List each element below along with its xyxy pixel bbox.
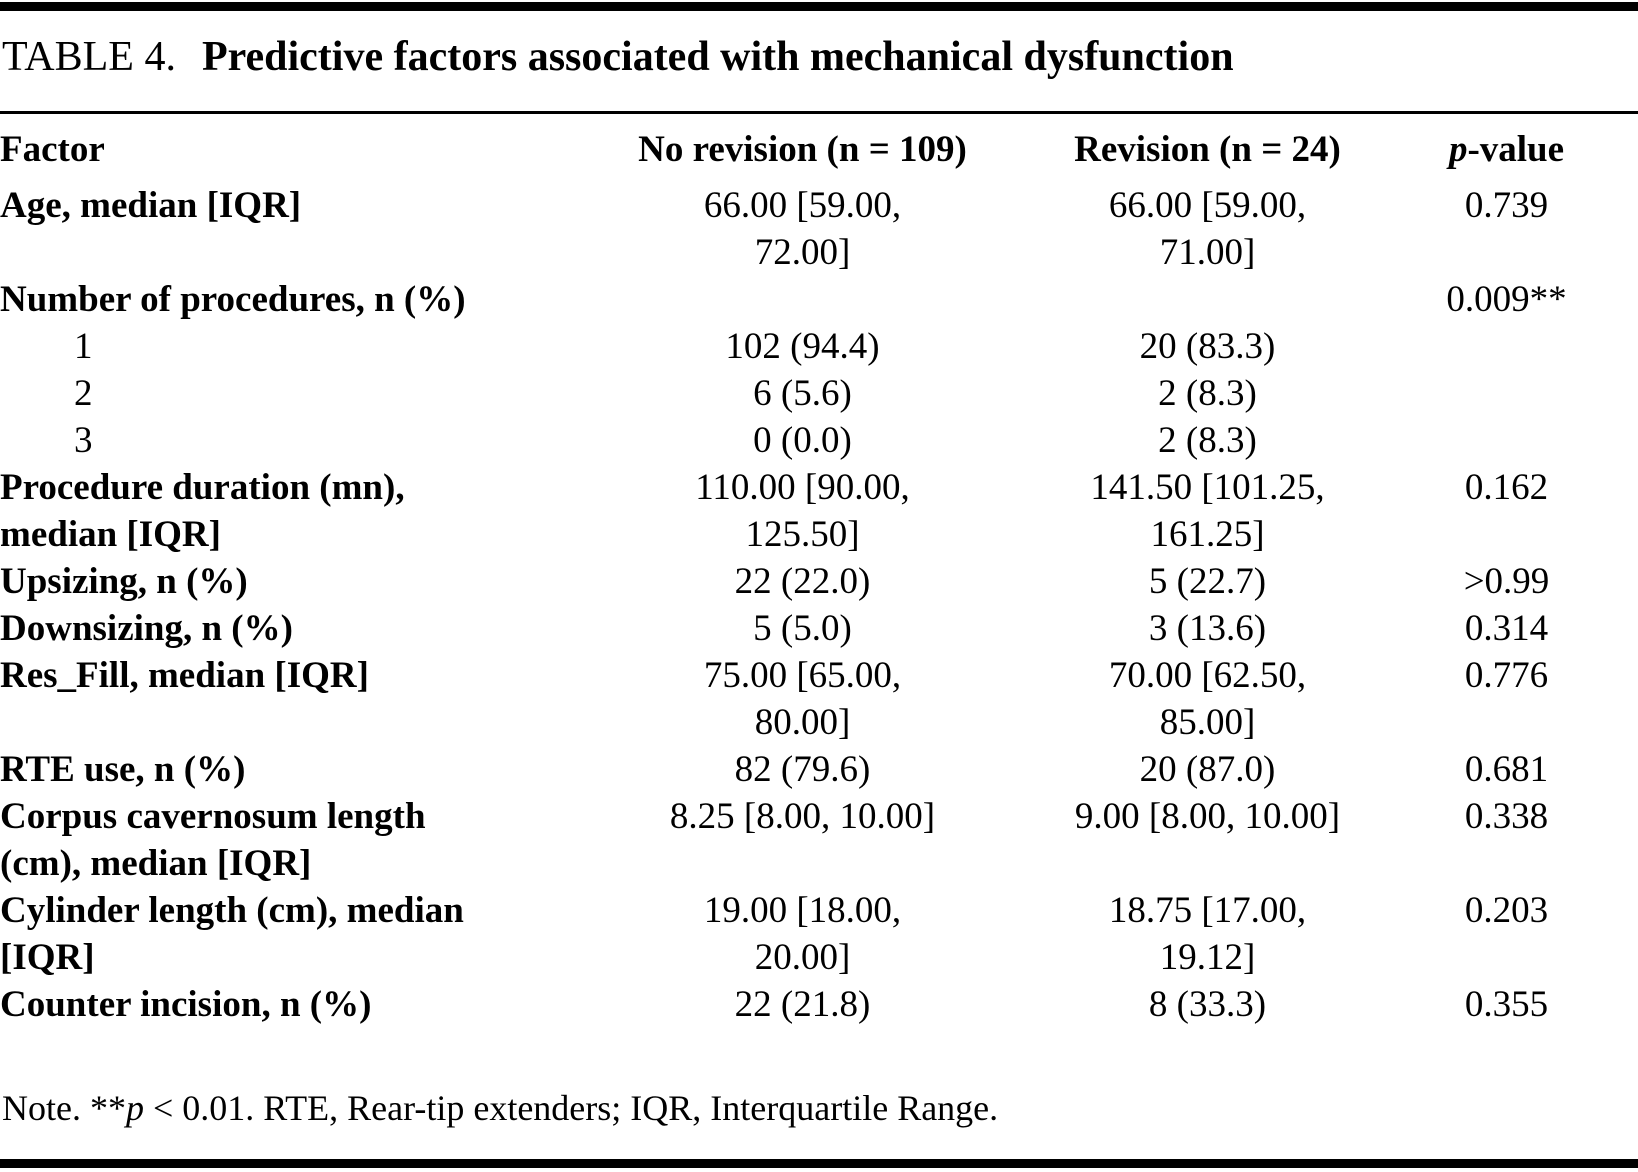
p-value: 0.162 [1464, 467, 1549, 508]
factor-label: 1 [74, 326, 93, 367]
table-row-counter-incision: Counter incision, n (%) 22 (21.8) 8 (33.… [0, 981, 1638, 1028]
table-row-res-fill: Res_Fill, median [IQR] 75.00 [65.00, 80.… [0, 652, 1638, 746]
header-top-rule [0, 111, 1638, 114]
table-row-age: Age, median [IQR] 66.00 [59.00, 72.00] 6… [0, 182, 1638, 276]
factor-label: Res_Fill, median [IQR] [0, 655, 369, 696]
factor-label: Counter incision, n (%) [0, 984, 372, 1025]
p-value: >0.99 [1463, 561, 1550, 602]
no-revision-value [565, 276, 1040, 323]
table-row-procedure-duration: Procedure duration (mn), median [IQR] 11… [0, 464, 1638, 558]
column-header-factor: Factor [0, 129, 105, 170]
factor-label: Procedure duration (mn), median [IQR] [0, 467, 405, 555]
table-row-procedures-2: 2 6 (5.6) 2 (8.3) [0, 370, 1638, 417]
no-revision-value: 0 (0.0) [753, 420, 852, 461]
no-revision-value: 22 (22.0) [734, 561, 871, 602]
revision-value: 20 (83.3) [1139, 326, 1276, 367]
no-revision-value: 110.00 [90.00, 125.50] [695, 467, 910, 555]
note-p-symbol: p [125, 1088, 144, 1128]
table-row-cylinder-length: Cylinder length (cm), median [IQR] 19.00… [0, 887, 1638, 981]
factor-label: 2 [74, 373, 93, 414]
revision-value: 66.00 [59.00, 71.00] [1108, 185, 1307, 273]
no-revision-value: 22 (21.8) [734, 984, 871, 1025]
factor-label: RTE use, n (%) [0, 749, 246, 790]
revision-value: 20 (87.0) [1139, 749, 1276, 790]
p-symbol: p [1448, 129, 1468, 170]
predictive-factors-table: Factor No revision (n = 109) Revision (n… [0, 114, 1638, 1028]
bottom-rule [0, 1159, 1638, 1168]
revision-value: 2 (8.3) [1158, 373, 1257, 414]
factor-label: Upsizing, n (%) [0, 561, 248, 602]
p-value: 0.009** [1446, 279, 1567, 320]
factor-label: Cylinder length (cm), median [IQR] [0, 890, 464, 978]
factor-label: Number of procedures, n (%) [0, 279, 466, 320]
table-row-rte-use: RTE use, n (%) 82 (79.6) 20 (87.0) 0.681 [0, 746, 1638, 793]
no-revision-value: 5 (5.0) [753, 608, 852, 649]
table-row-procedures-3: 3 0 (0.0) 2 (8.3) [0, 417, 1638, 464]
revision-value: 70.00 [62.50, 85.00] [1108, 655, 1307, 743]
p-value: 0.739 [1464, 185, 1549, 226]
p-value: 0.338 [1464, 796, 1549, 837]
table-title: TABLE 4. Predictive factors associated wi… [0, 35, 1638, 79]
revision-value: 8 (33.3) [1148, 984, 1267, 1025]
column-header-no-revision: No revision (n = 109) [638, 129, 967, 170]
factor-label: Age, median [IQR] [0, 185, 302, 226]
factor-label: Downsizing, n (%) [0, 608, 293, 649]
table-row-number-of-procedures: Number of procedures, n (%) 0.009** [0, 276, 1638, 323]
p-value: 0.355 [1464, 984, 1549, 1025]
no-revision-value: 8.25 [8.00, 10.00] [669, 796, 936, 837]
p-value [1375, 370, 1638, 417]
revision-value: 5 (22.7) [1148, 561, 1267, 602]
no-revision-value: 19.00 [18.00, 20.00] [703, 890, 902, 978]
no-revision-value: 102 (94.4) [725, 326, 880, 367]
p-value: 0.314 [1464, 608, 1549, 649]
table-row-corpus-cavernosum-length: Corpus cavernosum length (cm), median [I… [0, 793, 1638, 887]
table-row-upsizing: Upsizing, n (%) 22 (22.0) 5 (22.7) >0.99 [0, 558, 1638, 605]
revision-value: 9.00 [8.00, 10.00] [1074, 796, 1341, 837]
column-header-p-value: p-value [1375, 114, 1638, 182]
revision-value: 18.75 [17.00, 19.12] [1108, 890, 1307, 978]
no-revision-value: 66.00 [59.00, 72.00] [703, 185, 902, 273]
table-row-procedures-1: 1 102 (94.4) 20 (83.3) [0, 323, 1638, 370]
table-row-downsizing: Downsizing, n (%) 5 (5.0) 3 (13.6) 0.314 [0, 605, 1638, 652]
no-revision-value: 82 (79.6) [734, 749, 871, 790]
p-value: 0.681 [1464, 749, 1549, 790]
column-header-revision: Revision (n = 24) [1074, 129, 1341, 170]
p-value-suffix: -value [1467, 129, 1565, 170]
note-rest: < 0.01. RTE, Rear-tip extenders; IQR, In… [143, 1088, 999, 1128]
p-value [1375, 417, 1638, 464]
factor-label: Corpus cavernosum length (cm), median [I… [0, 796, 426, 884]
table-title-text: Predictive factors associated with mecha… [201, 34, 1234, 80]
p-value [1375, 323, 1638, 370]
header-row: Factor No revision (n = 109) Revision (n… [0, 114, 1638, 182]
note-prefix: Note. ** [2, 1088, 126, 1128]
top-rule [0, 2, 1638, 11]
table-note: Note. **p < 0.01. RTE, Rear-tip extender… [0, 1086, 1638, 1130]
revision-value: 141.50 [101.25, 161.25] [1090, 467, 1325, 555]
no-revision-value: 75.00 [65.00, 80.00] [703, 655, 902, 743]
revision-value [1040, 276, 1375, 323]
revision-value: 3 (13.6) [1148, 608, 1267, 649]
p-value: 0.203 [1464, 890, 1549, 931]
p-value: 0.776 [1464, 655, 1549, 696]
factor-label: 3 [74, 420, 93, 461]
revision-value: 2 (8.3) [1158, 420, 1257, 461]
no-revision-value: 6 (5.6) [753, 373, 852, 414]
table-number: TABLE 4. [2, 34, 176, 80]
